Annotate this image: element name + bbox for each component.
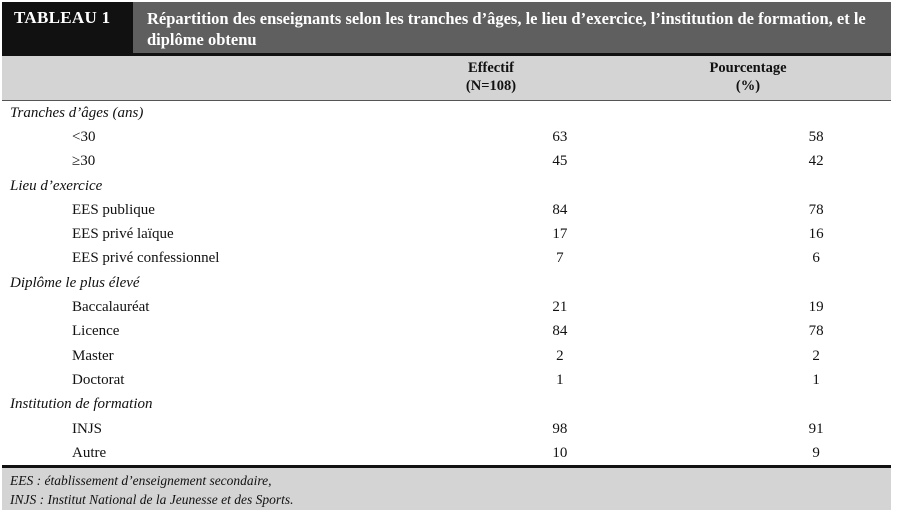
section-label: Diplôme le plus élevé bbox=[10, 274, 140, 291]
row-label: Autre bbox=[72, 444, 107, 461]
row-label: Master bbox=[72, 347, 114, 364]
cell-effectif: 84 bbox=[552, 323, 568, 340]
cell-effectif: 10 bbox=[552, 444, 568, 461]
column-header-row: Effectif (N=108) Pourcentage (%) bbox=[2, 53, 891, 101]
cell-effectif: 17 bbox=[552, 226, 568, 243]
cell-percentage: 2 bbox=[812, 347, 820, 364]
column-header-effectif-line2: (N=108) bbox=[465, 78, 517, 94]
cell-percentage: 91 bbox=[808, 420, 824, 437]
table-row: Master 2 2 bbox=[2, 344, 891, 368]
row-label: INJS bbox=[72, 420, 103, 437]
column-header-effectif-line1: Effectif bbox=[468, 60, 514, 76]
table-row: EES publique 84 78 bbox=[2, 198, 891, 222]
cell-percentage: 78 bbox=[808, 201, 824, 218]
cell-effectif: 1 bbox=[556, 371, 564, 388]
table-row: Baccalauréat 21 19 bbox=[2, 295, 891, 319]
column-header-effectif: Effectif (N=108) bbox=[416, 59, 566, 95]
cell-spacer bbox=[635, 198, 742, 222]
row-label: EES privé laïque bbox=[72, 226, 174, 243]
row-label: Doctorat bbox=[72, 371, 125, 388]
row-label: <30 bbox=[72, 128, 96, 145]
footnote-injs: INJS : Institut National de la Jeunesse … bbox=[10, 492, 294, 508]
table-title: Répartition des enseignants selon les tr… bbox=[147, 9, 866, 49]
row-label: ≥30 bbox=[72, 153, 96, 170]
section-header-row: Institution de formation bbox=[2, 393, 891, 417]
cell-spacer bbox=[635, 320, 742, 344]
table-row: EES privé laïque 17 16 bbox=[2, 222, 891, 246]
cell-percentage: 19 bbox=[808, 299, 824, 316]
cell-effectif: 84 bbox=[552, 201, 568, 218]
section-header-row: Diplôme le plus élevé bbox=[2, 271, 891, 295]
cell-percentage: 6 bbox=[812, 250, 820, 267]
row-label: EES privé confessionnel bbox=[72, 250, 220, 267]
table-row: Autre 10 9 bbox=[2, 441, 891, 465]
cell-spacer bbox=[635, 295, 742, 319]
section-label: Lieu d’exercice bbox=[10, 177, 103, 194]
cell-spacer bbox=[635, 125, 742, 149]
cell-spacer bbox=[635, 150, 742, 174]
table-title-bar: TABLEAU 1 Répartition des enseignants se… bbox=[2, 2, 891, 53]
cell-percentage: 16 bbox=[808, 226, 824, 243]
table-row: Doctorat 1 1 bbox=[2, 368, 891, 392]
row-label: EES publique bbox=[72, 201, 155, 218]
cell-percentage: 9 bbox=[812, 444, 820, 461]
cell-effectif: 7 bbox=[556, 250, 564, 267]
cell-effectif: 2 bbox=[556, 347, 564, 364]
cell-effectif: 63 bbox=[552, 128, 568, 145]
table-row: Licence 84 78 bbox=[2, 320, 891, 344]
section-label: Tranches d’âges (ans) bbox=[10, 104, 144, 121]
cell-percentage: 78 bbox=[808, 323, 824, 340]
cell-percentage: 1 bbox=[812, 371, 820, 388]
cell-spacer bbox=[635, 344, 742, 368]
table-number-label: TABLEAU 1 bbox=[2, 2, 133, 53]
table-row: <30 63 58 bbox=[2, 125, 891, 149]
section-label: Institution de formation bbox=[10, 396, 153, 413]
row-label: Baccalauréat bbox=[72, 299, 150, 316]
cell-effectif: 45 bbox=[552, 153, 568, 170]
column-header-percentage-line2: (%) bbox=[735, 78, 761, 94]
cell-percentage: 42 bbox=[808, 153, 824, 170]
column-header-percentage: Pourcentage (%) bbox=[673, 59, 823, 95]
cell-spacer bbox=[635, 247, 742, 271]
cell-spacer bbox=[635, 222, 742, 246]
section-header-row: Tranches d’âges (ans) bbox=[2, 101, 891, 125]
table-row: ≥30 45 42 bbox=[2, 150, 891, 174]
table-row: INJS 98 91 bbox=[2, 417, 891, 441]
cell-spacer bbox=[635, 368, 742, 392]
cell-effectif: 98 bbox=[552, 420, 568, 437]
column-header-percentage-line1: Pourcentage bbox=[709, 60, 787, 76]
cell-percentage: 58 bbox=[808, 128, 824, 145]
section-header-row: Lieu d’exercice bbox=[2, 174, 891, 198]
cell-spacer bbox=[635, 441, 742, 465]
table-row: EES privé confessionnel 7 6 bbox=[2, 247, 891, 271]
footnote-ees: EES : établissement d’enseignement secon… bbox=[10, 473, 272, 489]
table-body: Tranches d’âges (ans) <30 63 58 ≥30 45 42 Lieu … bbox=[2, 101, 891, 465]
table-footnotes: EES : établissement d’enseignement secon… bbox=[2, 465, 891, 511]
row-label: Licence bbox=[72, 323, 120, 340]
cell-effectif: 21 bbox=[552, 299, 568, 316]
cell-spacer bbox=[635, 417, 742, 441]
